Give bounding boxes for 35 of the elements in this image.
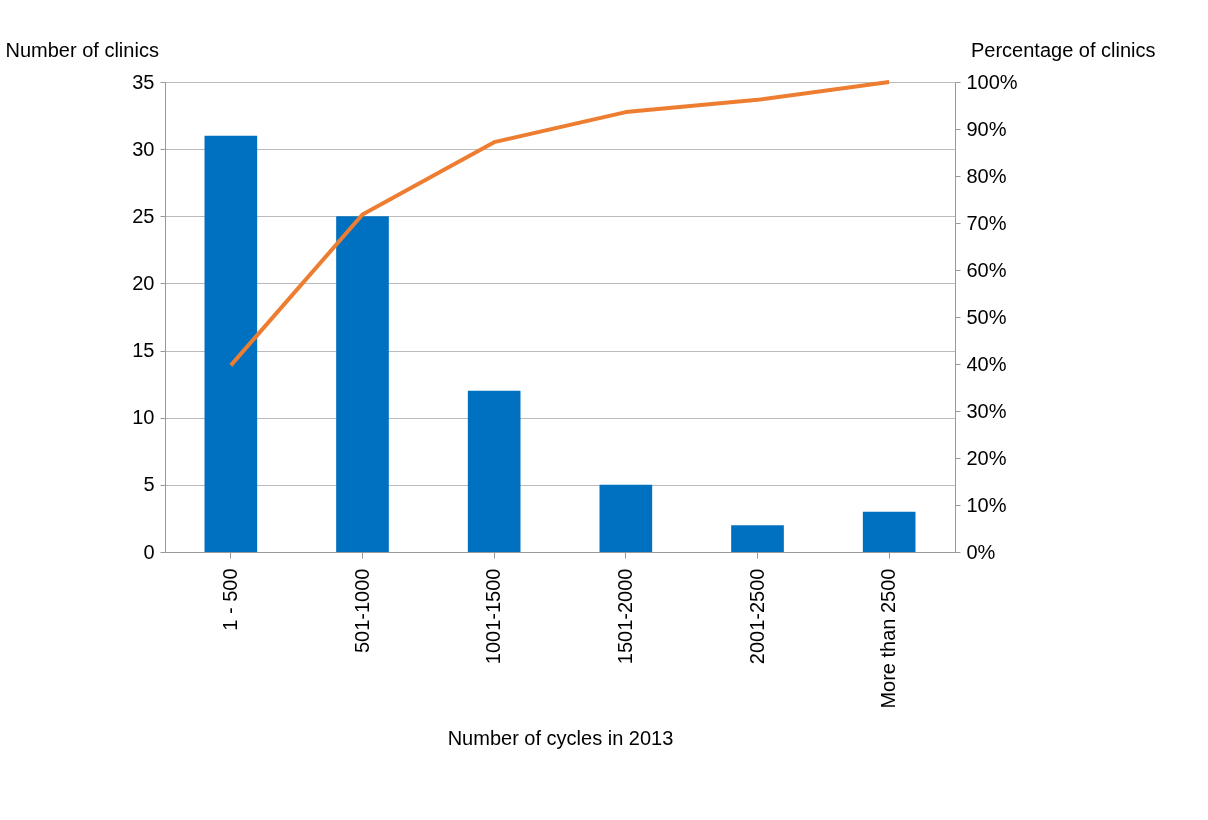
y2-tick-label: 100% [966, 70, 1018, 93]
bar [599, 484, 653, 552]
y2-tick-label: 20% [966, 446, 1007, 469]
bar [467, 390, 521, 552]
y2-tick-label: 30% [966, 399, 1007, 422]
x-tick-label: More than 2500 [877, 568, 900, 709]
y2-tick-label: 10% [966, 493, 1007, 516]
x-tick-label: 501-1000 [350, 568, 373, 654]
x-tick-label: 1 - 500 [218, 568, 241, 631]
y-tick-label: 0 [143, 540, 155, 563]
y2-tick-label: 0% [966, 540, 996, 563]
y-tick-label: 10 [132, 406, 155, 429]
y-tick-label: 5 [143, 473, 155, 496]
y-tick-label: 25 [132, 204, 155, 227]
y2-axis-title: Percentage of clinics [970, 38, 1156, 61]
x-axis-title: Number of cycles in 2013 [447, 726, 674, 749]
bar [862, 511, 916, 552]
line-series [228, 80, 892, 368]
y-tick-label: 30 [132, 137, 155, 160]
bar [731, 525, 784, 552]
bar [204, 135, 258, 552]
bar [336, 216, 389, 552]
x-tick-label: 2001-2500 [745, 568, 768, 665]
y2-tick-label: 90% [966, 117, 1007, 140]
y2-tick-label: 60% [966, 258, 1007, 281]
x-tick-label: 1501-2000 [613, 568, 636, 665]
y-tick-label: 15 [132, 339, 155, 362]
x-tick-label: 1001-1500 [482, 568, 505, 665]
y-axis-title: Number of clinics [5, 38, 159, 61]
y-tick-label: 20 [132, 271, 155, 294]
y2-tick-label: 40% [966, 352, 1007, 375]
y-tick-label: 35 [132, 70, 155, 93]
y2-tick-label: 70% [966, 211, 1007, 234]
y2-tick-label: 50% [966, 305, 1007, 328]
y2-tick-label: 80% [966, 164, 1007, 187]
